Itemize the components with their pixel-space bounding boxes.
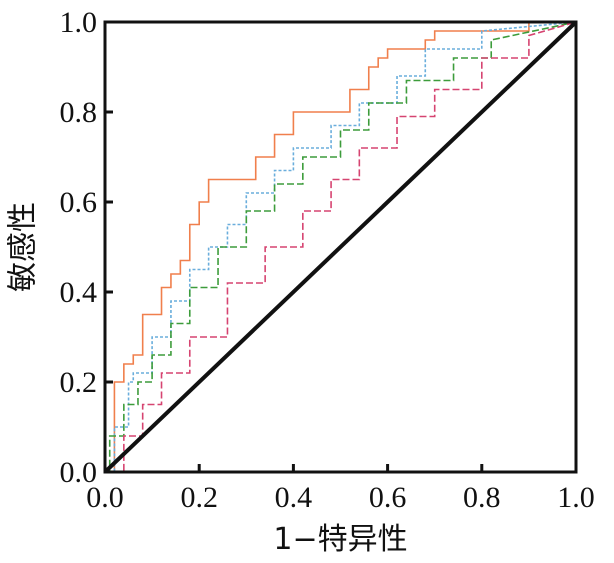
reference-diagonal-line <box>103 20 578 474</box>
y-tick-label: 0.2 <box>60 366 98 399</box>
y-tick-label: 0.8 <box>60 96 98 129</box>
x-tick-labels: 0.0 0.2 0.4 0.6 0.8 1.0 <box>86 481 595 514</box>
y-tick-labels: 0.0 0.2 0.4 0.6 0.8 1.0 <box>60 6 98 489</box>
series-layer <box>105 21 577 473</box>
x-tick-label: 1.0 <box>557 481 595 514</box>
plot-frame <box>103 20 578 474</box>
roc-curve-4 <box>105 21 577 473</box>
y-axis-title: 敏感性 <box>6 202 41 292</box>
roc-curve-1 <box>105 21 576 473</box>
x-tick-label: 0.4 <box>275 481 313 514</box>
ticks-layer <box>103 20 578 474</box>
y-tick-label: 0.6 <box>60 186 98 219</box>
x-tick-label: 0.2 <box>180 481 218 514</box>
y-tick-label: 0.4 <box>60 276 98 309</box>
x-tick-label: 0.8 <box>463 481 501 514</box>
y-tick-label: 0.0 <box>60 456 98 489</box>
x-tick-label: 0.6 <box>369 481 407 514</box>
roc-curve-2 <box>105 21 577 473</box>
roc-curve-3 <box>105 21 577 473</box>
x-tick-label: 0.0 <box>86 481 124 514</box>
x-axis-title: 1−特异性 <box>273 522 407 557</box>
y-tick-label: 1.0 <box>60 6 98 39</box>
